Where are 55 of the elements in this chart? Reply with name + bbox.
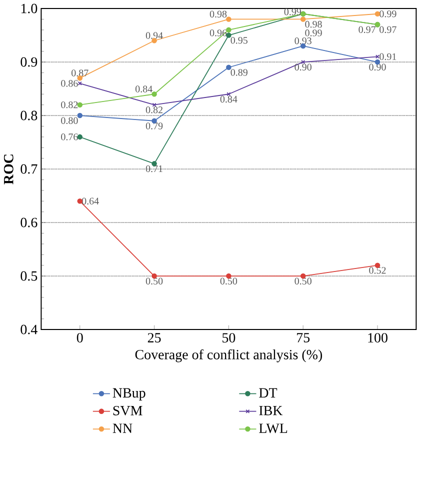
point	[77, 112, 83, 118]
data-label: 0.52	[369, 267, 386, 274]
y-axis-title: ROC	[4, 154, 14, 184]
data-label: 0.71	[146, 165, 163, 172]
data-label: 0.64	[82, 198, 100, 205]
legend-label: NN	[113, 424, 133, 433]
data-label: 0.76	[61, 134, 78, 140]
x-axis-title: Coverage of conflict analysis (%)	[136, 349, 322, 362]
data-label: 0.84	[136, 86, 153, 92]
data-label: 0.82	[61, 101, 78, 108]
x-tick-label: 100	[368, 333, 388, 343]
data-label: 0.90	[369, 64, 386, 71]
data-label: 0.98	[210, 10, 227, 18]
legend-label: SVM	[114, 406, 143, 416]
legend-label: DT	[259, 388, 278, 398]
data-label: 0.99	[284, 8, 302, 16]
data-label: 0.90	[294, 64, 312, 71]
x-tick-label: 50	[222, 333, 236, 343]
data-label: 0.95	[231, 36, 248, 44]
point	[226, 27, 232, 33]
x-tick-label: 75	[297, 333, 310, 342]
legend-label: NBup	[113, 388, 146, 400]
point	[226, 16, 232, 22]
data-label: 0.97	[380, 26, 397, 34]
data-label: 0.79	[146, 122, 163, 130]
y-tick-label: 0.9	[20, 57, 38, 67]
data-label: 0.98	[305, 20, 322, 28]
y-tick-label: 0.6	[20, 218, 38, 228]
data-label: 0.82	[146, 106, 163, 114]
data-label: 0.84	[220, 96, 238, 103]
y-tick-label: 0.5	[20, 271, 38, 281]
x-tick-label: 25	[148, 333, 161, 342]
y-tick-label: 0.8	[20, 110, 38, 120]
data-label: 0.86	[61, 80, 78, 87]
point	[152, 91, 158, 97]
data-label: 0.94	[146, 32, 164, 39]
data-label: 0.50	[220, 278, 238, 285]
data-label: 0.50	[294, 278, 312, 285]
point	[226, 64, 232, 70]
data-label: 0.50	[146, 278, 163, 285]
point	[300, 16, 306, 22]
y-tick-label: 0.7	[20, 164, 38, 174]
data-label: 0.91	[380, 53, 396, 60]
y-tick-label: 1.0	[22, 4, 38, 14]
legend-label: IBK	[259, 406, 283, 416]
data-label: 0.80	[61, 117, 78, 124]
data-label: 0.99	[380, 10, 397, 18]
data-label: 0.93	[294, 38, 312, 44]
y-tick-label: 0.4	[20, 324, 38, 334]
data-label: 0.89	[231, 69, 248, 76]
data-label: 0.99	[305, 30, 322, 36]
data-label: 0.97	[358, 26, 376, 34]
legend-label: LWL	[259, 424, 288, 434]
data-label: 0.87	[72, 70, 89, 76]
x-tick-label: 0	[77, 333, 84, 343]
